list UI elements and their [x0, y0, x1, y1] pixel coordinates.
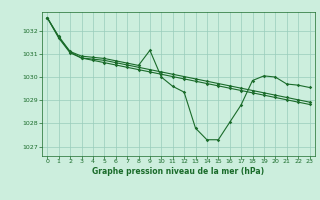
X-axis label: Graphe pression niveau de la mer (hPa): Graphe pression niveau de la mer (hPa) [92, 167, 264, 176]
